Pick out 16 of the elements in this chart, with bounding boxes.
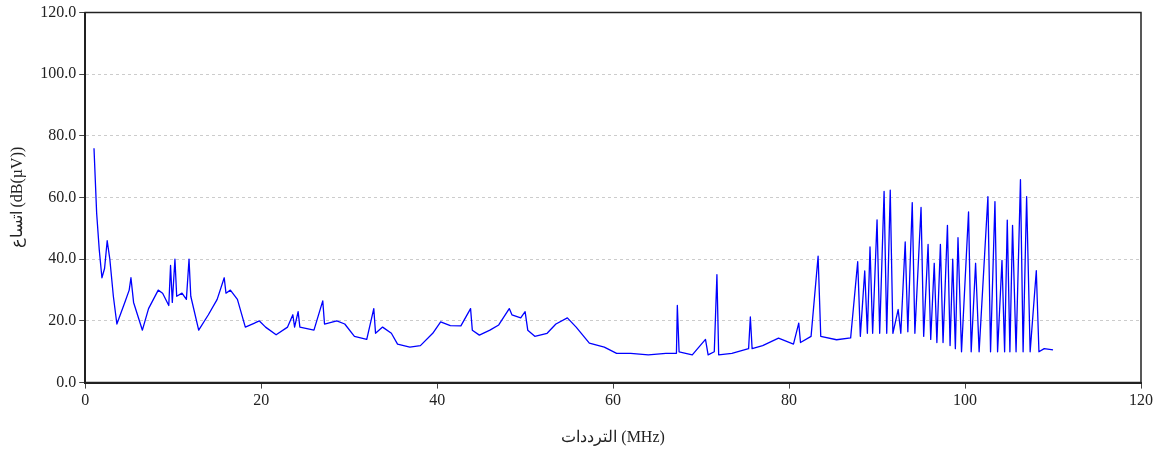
x-axis-title: الترددات (MHz) bbox=[561, 427, 665, 446]
x-tick-label: 20 bbox=[253, 391, 270, 409]
y-tick-label: 20.0 bbox=[48, 311, 77, 329]
x-tick-label: 80 bbox=[781, 391, 798, 409]
x-tick-label: 100 bbox=[953, 391, 978, 409]
x-tick-label: 0 bbox=[81, 391, 90, 409]
y-tick-label: 100.0 bbox=[40, 64, 77, 82]
y-tick-label: 60.0 bbox=[48, 187, 77, 205]
x-tick-label: 40 bbox=[429, 391, 446, 409]
x-tick-label: 60 bbox=[605, 391, 622, 409]
y-tick-label: 0.0 bbox=[56, 372, 77, 390]
x-tick-label: 120 bbox=[1129, 391, 1153, 409]
y-tick-label: 40.0 bbox=[48, 249, 77, 267]
y-tick-label: 120.0 bbox=[40, 2, 77, 20]
y-tick-label: 80.0 bbox=[48, 126, 77, 144]
y-axis-title: اتساع (dB(µV)) bbox=[7, 146, 26, 249]
